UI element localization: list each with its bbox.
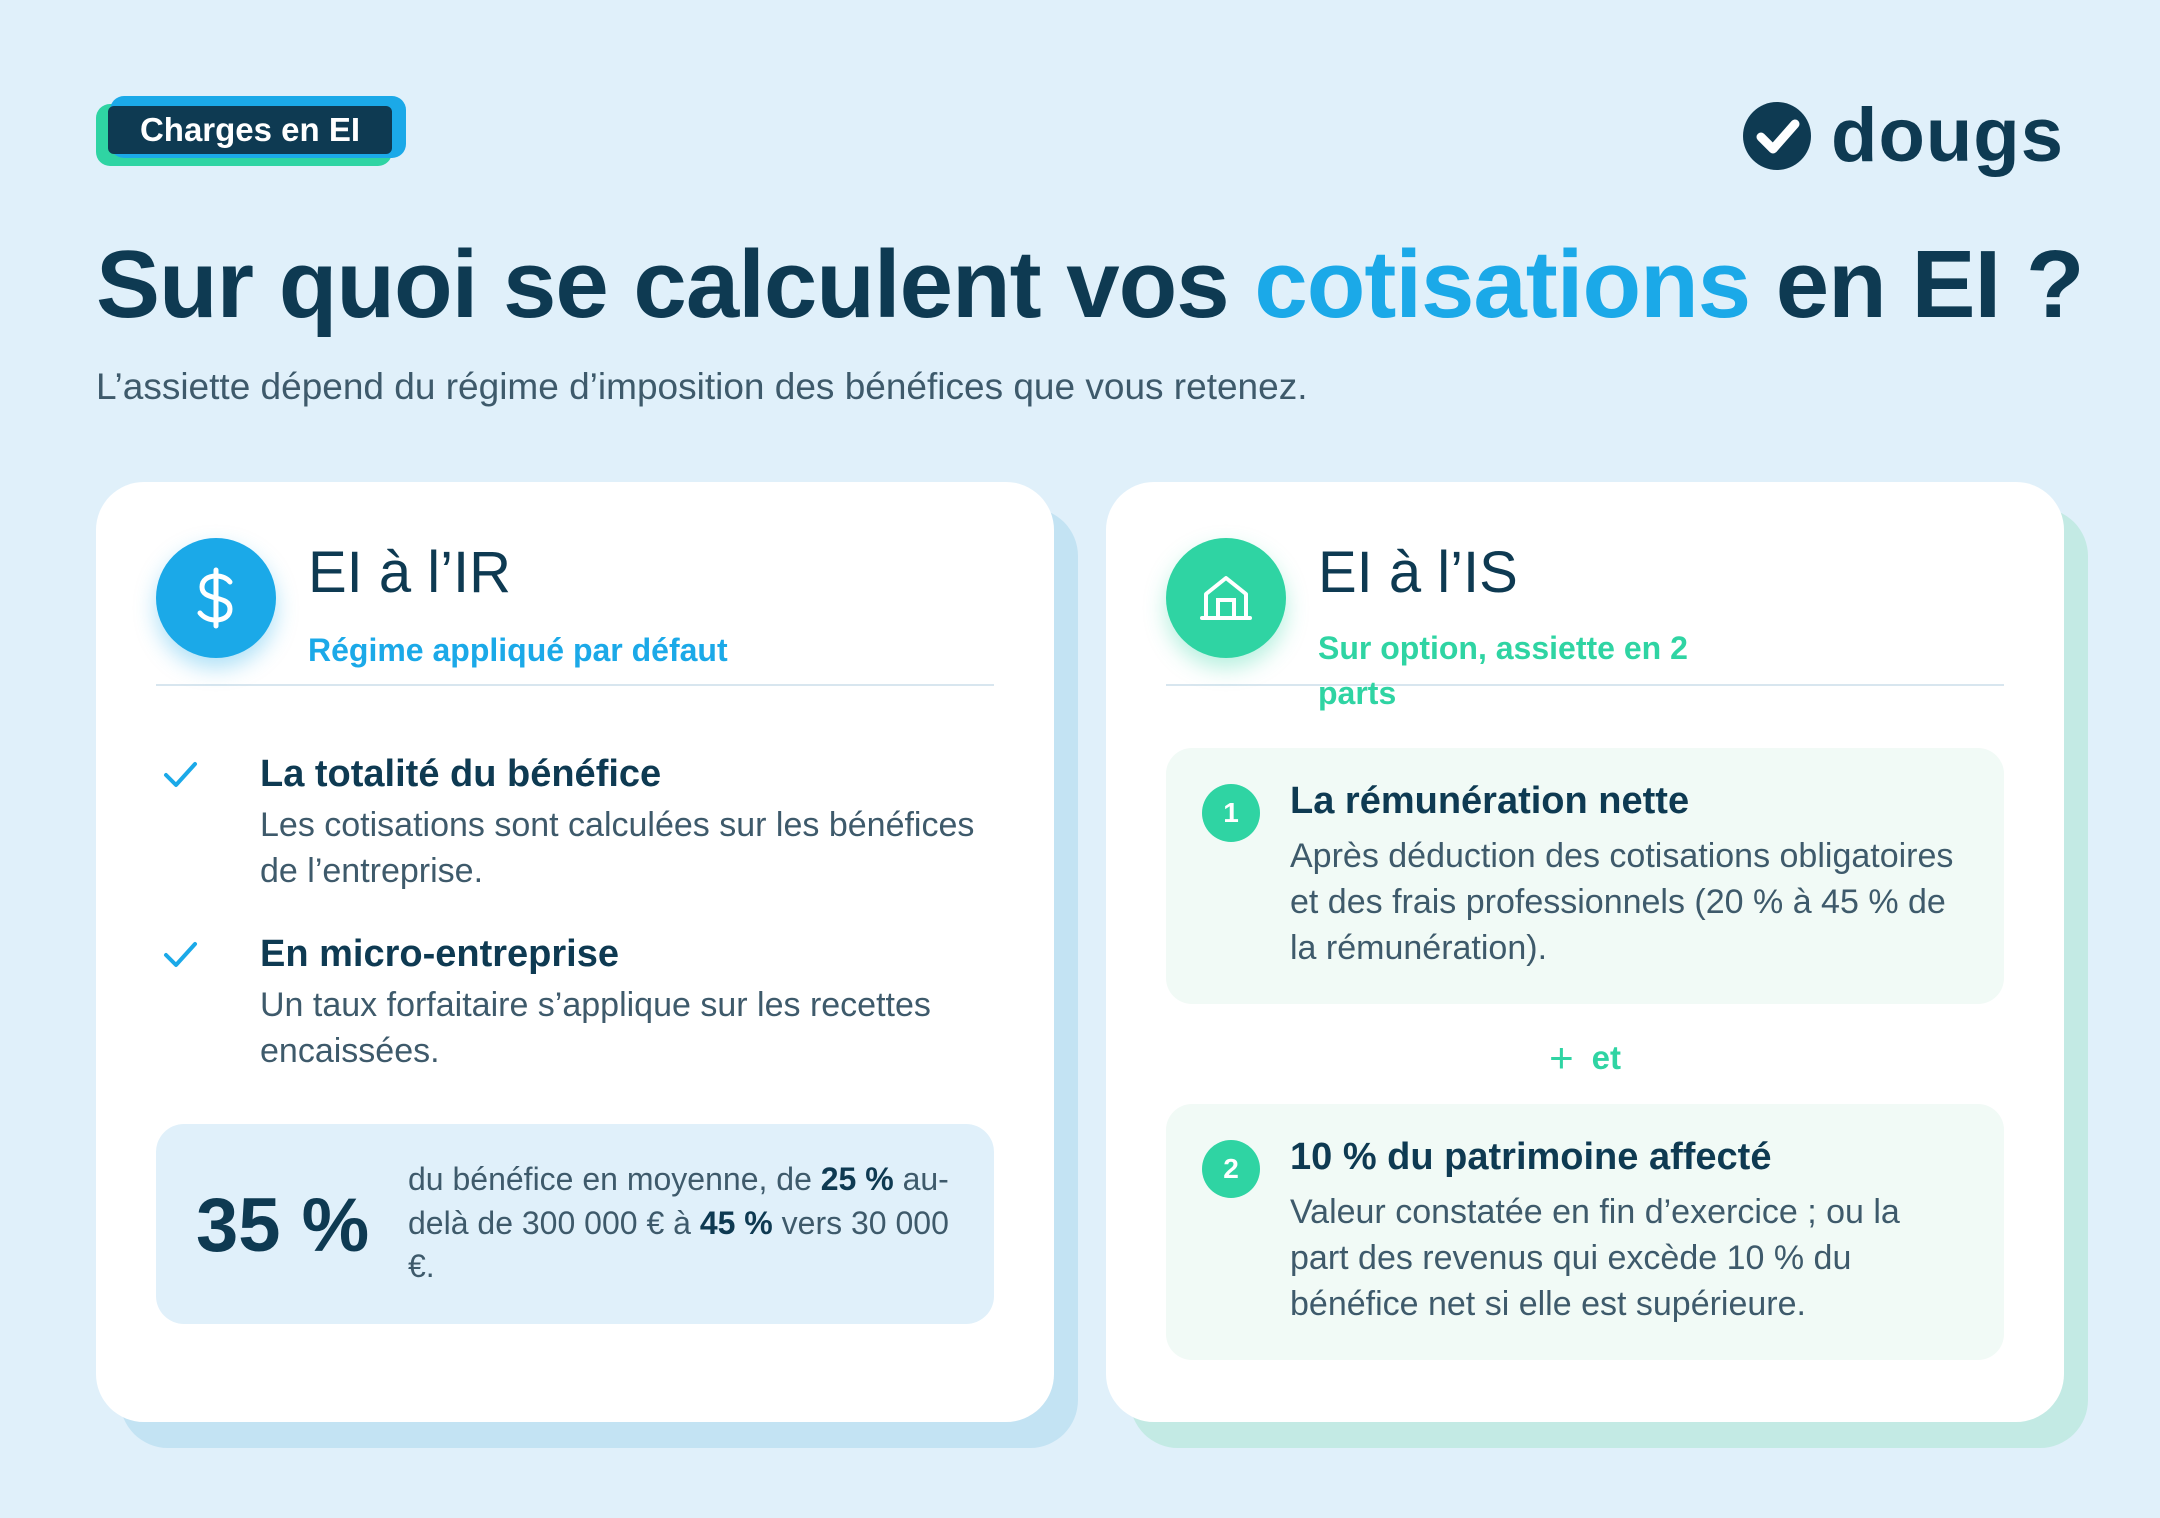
- stat-text-1: du bénéfice en moyenne, de: [408, 1161, 821, 1197]
- card-title: EI à l’IS: [1318, 540, 1518, 605]
- item-text: Un taux forfaitaire s’applique sur les r…: [260, 986, 931, 1071]
- title-highlight: cotisations: [1254, 231, 1751, 338]
- card-subtitle: Régime appliqué par défaut: [308, 632, 728, 668]
- number-badge: 2: [1202, 1140, 1260, 1198]
- page-title: Sur quoi se calculent vos cotisations en…: [96, 230, 2085, 340]
- stat-description: du bénéfice en moyenne, de 25 % au-delà …: [408, 1158, 964, 1289]
- item-title: En micro-entreprise: [260, 933, 619, 975]
- plus-icon: +: [1549, 1034, 1574, 1081]
- dollar-icon: [156, 538, 276, 658]
- check-icon: [164, 762, 197, 787]
- card-title: EI à l’IR: [308, 540, 512, 605]
- title-start: Sur quoi se calculent vos: [96, 231, 1255, 338]
- stat-box: 35 % du bénéfice en moyenne, de 25 % au-…: [156, 1124, 994, 1324]
- check-circle-icon: [1743, 102, 1812, 170]
- building-icon: [1166, 538, 1286, 658]
- tag-label: Charges en EI: [108, 106, 392, 154]
- connector: + et: [1106, 1034, 2064, 1082]
- check-icon: [164, 942, 197, 967]
- card-subtitle: Sur option, assiette en 2 parts: [1318, 630, 1688, 711]
- logo-text: dougs: [1831, 93, 2064, 178]
- stat-bold-1: 25 %: [820, 1161, 894, 1197]
- connector-label: et: [1591, 1039, 1621, 1076]
- number-badge: 1: [1202, 784, 1260, 842]
- card-header: EI à l’IR Régime appliqué par défaut: [156, 538, 994, 686]
- part-panel: 2 10 % du patrimoine affecté Valeur cons…: [1166, 1104, 2004, 1360]
- page-subtitle: L’assiette dépend du régime d’imposition…: [96, 366, 1308, 407]
- stat-bold-2: 45 %: [699, 1204, 773, 1241]
- part-title: La rémunération nette: [1290, 780, 1690, 822]
- card-header: EI à l’IS Sur option, assiette en 2 part…: [1166, 538, 2004, 711]
- stat-text-3: vers 30 000 €.: [408, 1204, 949, 1285]
- list-item: En micro-entreprise Un taux forfaitaire …: [160, 930, 994, 1075]
- category-tag: Charges en EI: [96, 96, 406, 170]
- part-text: Après déduction des cotisations obligato…: [1290, 837, 1954, 967]
- card-ei-is: EI à l’IS Sur option, assiette en 2 part…: [1106, 482, 2088, 1448]
- part-text: Valeur constatée en fin d’exercice ; ou …: [1290, 1193, 1900, 1323]
- stat-text-2: au-delà de 300 000 € à: [408, 1161, 949, 1241]
- item-text: Les cotisations sont calculées sur les b…: [260, 806, 975, 891]
- list-item: La totalité du bénéfice Les cotisations …: [160, 750, 994, 895]
- title-end: en EI ?: [1750, 231, 2085, 338]
- card-ei-ir: EI à l’IR Régime appliqué par défaut La …: [96, 482, 1078, 1448]
- part-title: 10 % du patrimoine affecté: [1290, 1136, 1772, 1178]
- stat-value: 35 %: [196, 1183, 370, 1268]
- part-panel: 1 La rémunération nette Après déduction …: [1166, 748, 2004, 1004]
- item-title: La totalité du bénéfice: [260, 753, 662, 795]
- dougs-logo: dougs: [1741, 98, 2064, 174]
